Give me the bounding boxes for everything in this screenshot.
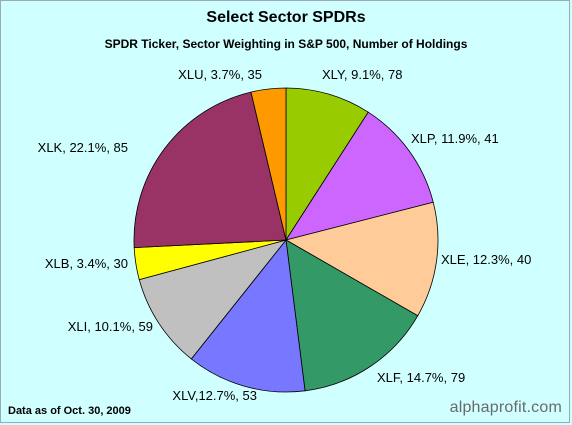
slice-label-xlk: XLK, 22.1%, 85: [38, 140, 128, 155]
pie-slice-xlu: [250, 87, 287, 241]
slice-label-xly: XLY, 9.1%, 78: [322, 67, 402, 82]
pie-slice-xlk: [133, 91, 287, 249]
slice-label-xlu: XLU, 3.7%, 35: [178, 67, 262, 82]
data-date-footnote: Data as of Oct. 30, 2009: [8, 405, 131, 417]
slice-label-xlp: XLP, 11.9%, 41: [411, 131, 499, 146]
chart-title: Select Sector SPDRs: [206, 9, 366, 26]
slice-label-xlv: XLV,12.7%, 53: [172, 388, 257, 403]
site-watermark: alphaprofit.com: [449, 399, 562, 416]
pie-slice-xlp: [285, 111, 434, 241]
slice-label-xli: XLI, 10.1%, 59: [68, 319, 153, 334]
slice-label-xle: XLE, 12.3%, 40: [441, 252, 531, 267]
slice-label-xlb: XLB, 3.4%, 30: [45, 256, 128, 271]
pie-slice-xle: [284, 201, 439, 317]
slice-label-xlf: XLF, 14.7%, 79: [377, 370, 465, 385]
pie-slice-xly: [285, 87, 369, 242]
pie-slice-xli: [138, 239, 288, 360]
chart-subtitle: SPDR Ticker, Sector Weighting in S&P 500…: [104, 37, 468, 51]
pie-slice-xlf: [285, 239, 419, 392]
pie-slice-xlv: [190, 239, 306, 393]
